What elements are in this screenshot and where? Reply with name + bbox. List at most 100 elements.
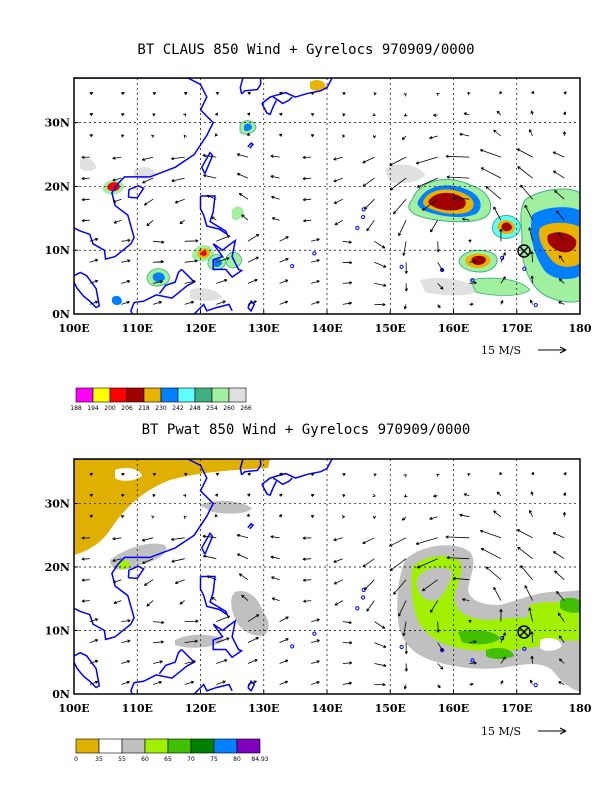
wind-vector — [89, 300, 99, 305]
island-outline — [470, 278, 475, 283]
coastline-segment — [127, 184, 145, 199]
wind-vector — [468, 619, 472, 624]
island-outline — [522, 266, 527, 271]
wind-vector — [215, 472, 220, 476]
wind-vector — [430, 219, 439, 233]
wind-vector — [516, 148, 533, 158]
wind-vector — [153, 260, 164, 264]
wind-vector — [247, 233, 260, 242]
wind-vector — [121, 92, 125, 96]
wind-vector — [557, 612, 565, 622]
wind-vector — [430, 600, 439, 613]
wind-vector — [183, 515, 187, 520]
lat-tick-label: 30N — [45, 117, 70, 130]
wind-vector — [403, 93, 407, 97]
colorbar-swatch — [160, 387, 179, 403]
wind-vector — [421, 198, 438, 211]
wind-vector — [373, 92, 377, 96]
wind-vector — [516, 529, 533, 539]
panel-2-wind-vectors — [81, 471, 567, 690]
wind-vector — [216, 637, 230, 643]
panel-2-gyre-marker — [517, 625, 531, 639]
wind-vector — [342, 240, 352, 244]
wind-vector — [372, 135, 377, 139]
wind-vector — [530, 631, 534, 643]
wind-vector — [401, 135, 407, 140]
coastline-segment — [241, 78, 262, 95]
wind-vector — [247, 256, 259, 263]
wind-vector — [152, 300, 162, 305]
wind-vector — [89, 472, 94, 476]
panel-1-fields — [80, 80, 580, 305]
wind-vector — [141, 156, 154, 161]
wind-vector — [485, 566, 502, 581]
wind-vector — [120, 515, 125, 519]
wind-vector — [214, 514, 218, 518]
wind-vector — [469, 302, 474, 306]
wind-vector — [216, 615, 231, 622]
wind-vector — [393, 579, 407, 595]
island-outline — [399, 644, 404, 650]
wind-vector — [362, 156, 375, 164]
wind-vector — [445, 535, 470, 539]
wind-vector — [184, 239, 199, 243]
wind-vector — [500, 632, 506, 643]
island-outline — [440, 267, 445, 273]
coastline-segment — [239, 459, 244, 476]
panel-1-axis-labels: 100E 110E 120E 130E 140E 150E 160E 170E 180 0N 10N… — [45, 117, 592, 335]
wind-vector — [558, 278, 565, 284]
wind-vector — [302, 176, 312, 181]
wind-vector — [112, 156, 122, 160]
wind-vector — [89, 113, 94, 117]
wind-vector — [311, 113, 315, 117]
wind-vector — [81, 599, 90, 603]
wind-vector — [529, 679, 533, 685]
wind-vector — [238, 193, 249, 200]
wind-vector — [445, 154, 470, 159]
wind-vector — [216, 279, 228, 284]
island-outline — [360, 214, 366, 220]
wind-vector — [236, 153, 249, 158]
wind-vector — [89, 237, 99, 242]
island-outline — [355, 606, 360, 611]
wind-vector — [89, 680, 99, 685]
wind-vector — [520, 565, 533, 580]
wind-vector — [279, 279, 289, 284]
wind-vector — [530, 110, 534, 116]
colorbar-label: 260 — [223, 405, 235, 412]
wind-vector — [500, 252, 506, 263]
wind-vector — [214, 493, 218, 497]
wind-vector — [467, 472, 471, 477]
wind-vector — [311, 681, 320, 685]
panel-1-gyre-marker — [517, 244, 531, 258]
wind-vector — [563, 111, 567, 116]
wind-vector — [374, 663, 387, 667]
wind-vector — [112, 537, 122, 541]
lon-tick-label: 110E — [122, 702, 153, 715]
wind-vector — [279, 472, 283, 476]
panel-2-scale-label: 15 M/S — [481, 725, 521, 738]
lon-tick-label: 150E — [375, 702, 406, 715]
wind-vector — [113, 600, 122, 604]
wind-vector — [496, 110, 502, 116]
wind-vector — [279, 300, 289, 305]
colorbar-swatch — [177, 387, 196, 403]
panel-2-scale: 15 M/S — [481, 725, 567, 738]
wind-vector — [183, 494, 187, 498]
wind-vector — [558, 635, 565, 643]
colorbar-label: 35 — [95, 756, 103, 763]
wind-vector — [121, 660, 131, 664]
wind-vector — [404, 283, 408, 292]
wind-vector — [311, 259, 320, 263]
wind-vector — [214, 112, 218, 117]
wind-vector — [121, 113, 125, 117]
wind-vector — [552, 151, 565, 158]
wind-vector — [499, 609, 503, 622]
wind-vector — [452, 576, 470, 581]
wind-vector — [520, 184, 533, 200]
wind-vector — [437, 283, 444, 290]
colorbar-label: 242 — [172, 405, 184, 412]
wind-vector — [151, 134, 155, 139]
wind-vector — [374, 283, 387, 287]
